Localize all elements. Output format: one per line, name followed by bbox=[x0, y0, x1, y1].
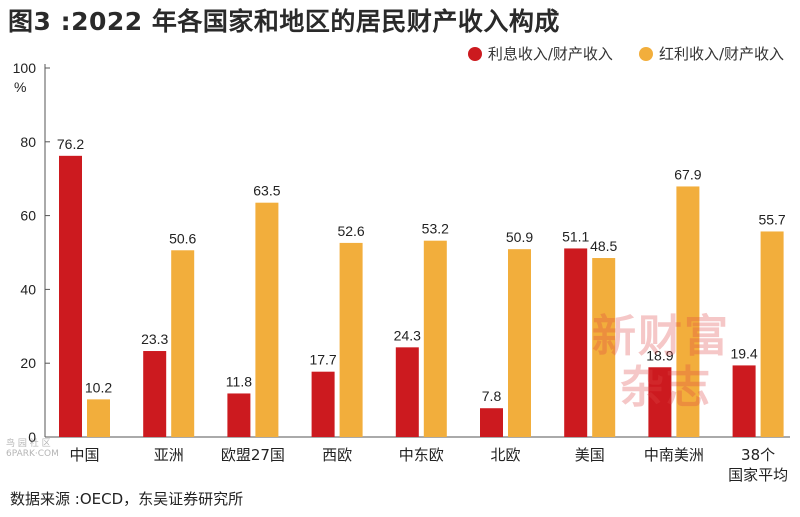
bar-dividend bbox=[508, 249, 531, 437]
data-label-dividend: 63.5 bbox=[253, 183, 280, 199]
category-label: 北欧 bbox=[490, 446, 520, 464]
y-tick-label: 60 bbox=[20, 208, 36, 224]
category-label: 欧盟27国 bbox=[221, 446, 285, 464]
y-tick-label: 100 bbox=[13, 60, 37, 76]
data-label-dividend: 55.7 bbox=[758, 211, 785, 227]
data-label-dividend: 10.2 bbox=[85, 379, 112, 395]
y-tick-label: 40 bbox=[20, 281, 36, 297]
y-tick-label: 0 bbox=[28, 429, 36, 445]
y-tick-label: 20 bbox=[20, 355, 36, 371]
bar-dividend bbox=[339, 242, 363, 437]
site-watermark-line-1: 鸟 园 社 区 bbox=[6, 439, 51, 449]
category-label: 国家平均 bbox=[728, 466, 788, 484]
category-label: 亚洲 bbox=[154, 446, 184, 464]
category-label: 38个 bbox=[741, 446, 775, 464]
legend-item-dividend: 红利收入/财产收入 bbox=[638, 43, 784, 64]
bar-interest bbox=[311, 371, 335, 437]
bar-dividend bbox=[676, 186, 700, 437]
data-label-interest: 18.9 bbox=[646, 347, 673, 363]
chart-title: 图3 :2022 年各国家和地区的居民财产收入构成 bbox=[8, 7, 560, 36]
bar-dividend bbox=[87, 399, 110, 437]
bar-interest bbox=[227, 393, 251, 437]
bar-interest bbox=[59, 155, 82, 437]
bar-dividend bbox=[592, 258, 616, 437]
bar-dividend bbox=[171, 250, 195, 437]
y-axis-unit: % bbox=[14, 79, 26, 95]
legend-item-interest: 利息收入/财产收入 bbox=[467, 43, 613, 64]
data-label-interest: 24.3 bbox=[394, 327, 421, 343]
data-label-dividend: 67.9 bbox=[674, 166, 701, 182]
data-label-interest: 51.1 bbox=[562, 228, 589, 244]
data-label-dividend: 53.2 bbox=[422, 221, 449, 237]
category-label: 中南美洲 bbox=[644, 446, 704, 464]
bar-interest bbox=[648, 367, 672, 437]
data-label-dividend: 50.6 bbox=[169, 230, 196, 246]
legend: 利息收入/财产收入 红利收入/财产收入 bbox=[467, 43, 784, 64]
bar-dividend bbox=[423, 240, 447, 437]
legend-swatch-interest bbox=[467, 46, 482, 61]
bar-interest bbox=[143, 351, 167, 437]
data-label-interest: 23.3 bbox=[141, 331, 168, 347]
bar-interest bbox=[564, 248, 588, 437]
data-label-interest: 17.7 bbox=[309, 352, 336, 368]
data-label-interest: 76.2 bbox=[57, 136, 84, 152]
site-watermark: 鸟 园 社 区 6PARK·COM bbox=[6, 439, 59, 460]
data-label-interest: 19.4 bbox=[730, 345, 757, 361]
category-label: 美国 bbox=[575, 446, 605, 464]
data-label-dividend: 50.9 bbox=[506, 229, 533, 245]
site-watermark-line-2: 6PARK·COM bbox=[6, 448, 59, 459]
bar-interest bbox=[732, 365, 756, 437]
data-label-interest: 11.8 bbox=[226, 373, 252, 389]
data-label-interest: 7.8 bbox=[482, 388, 502, 404]
bar-dividend bbox=[760, 231, 784, 437]
data-source: 数据来源 :OECD，东吴证券研究所 bbox=[10, 490, 244, 508]
bar-dividend bbox=[255, 202, 279, 437]
legend-label-dividend: 红利收入/财产收入 bbox=[658, 45, 784, 63]
y-tick-label: 80 bbox=[20, 134, 36, 150]
category-label: 西欧 bbox=[322, 446, 352, 464]
legend-label-interest: 利息收入/财产收入 bbox=[487, 45, 613, 63]
data-label-dividend: 48.5 bbox=[590, 238, 617, 254]
category-label: 中国 bbox=[69, 446, 99, 464]
bar-interest bbox=[480, 408, 503, 437]
category-label: 中东欧 bbox=[399, 446, 444, 464]
legend-swatch-dividend bbox=[638, 46, 653, 61]
data-label-dividend: 52.6 bbox=[337, 223, 364, 239]
bar-interest bbox=[395, 347, 419, 437]
